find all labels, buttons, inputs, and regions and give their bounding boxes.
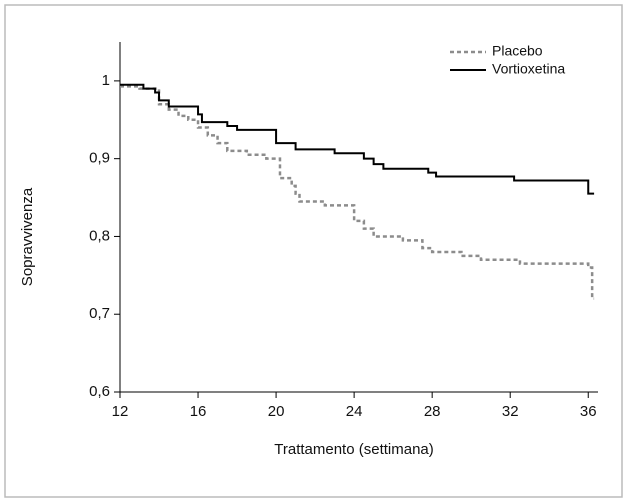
x-tick-label: 24 [346,403,363,420]
survival-line [120,86,594,298]
x-tick-label: 36 [580,403,597,420]
x-axis-label: Trattamento (settimana) [274,441,434,458]
x-tick-label: 16 [190,403,207,420]
y-tick-label: 0,9 [89,150,110,167]
x-tick-label: 28 [424,403,441,420]
x-tick-label: 32 [502,403,519,420]
y-tick-label: 0,8 [89,227,110,244]
y-tick-label: 0,6 [89,383,110,400]
y-tick-label: 1 [102,72,110,89]
legend-label: Vortioxetina [492,61,565,77]
y-tick-label: 0,7 [89,305,110,322]
x-tick-label: 12 [112,403,129,420]
legend-label: Placebo [492,43,543,59]
survival-line [120,85,594,194]
frame [5,5,622,497]
y-axis-label: Sopravvivenza [19,187,36,286]
x-tick-label: 20 [268,403,285,420]
